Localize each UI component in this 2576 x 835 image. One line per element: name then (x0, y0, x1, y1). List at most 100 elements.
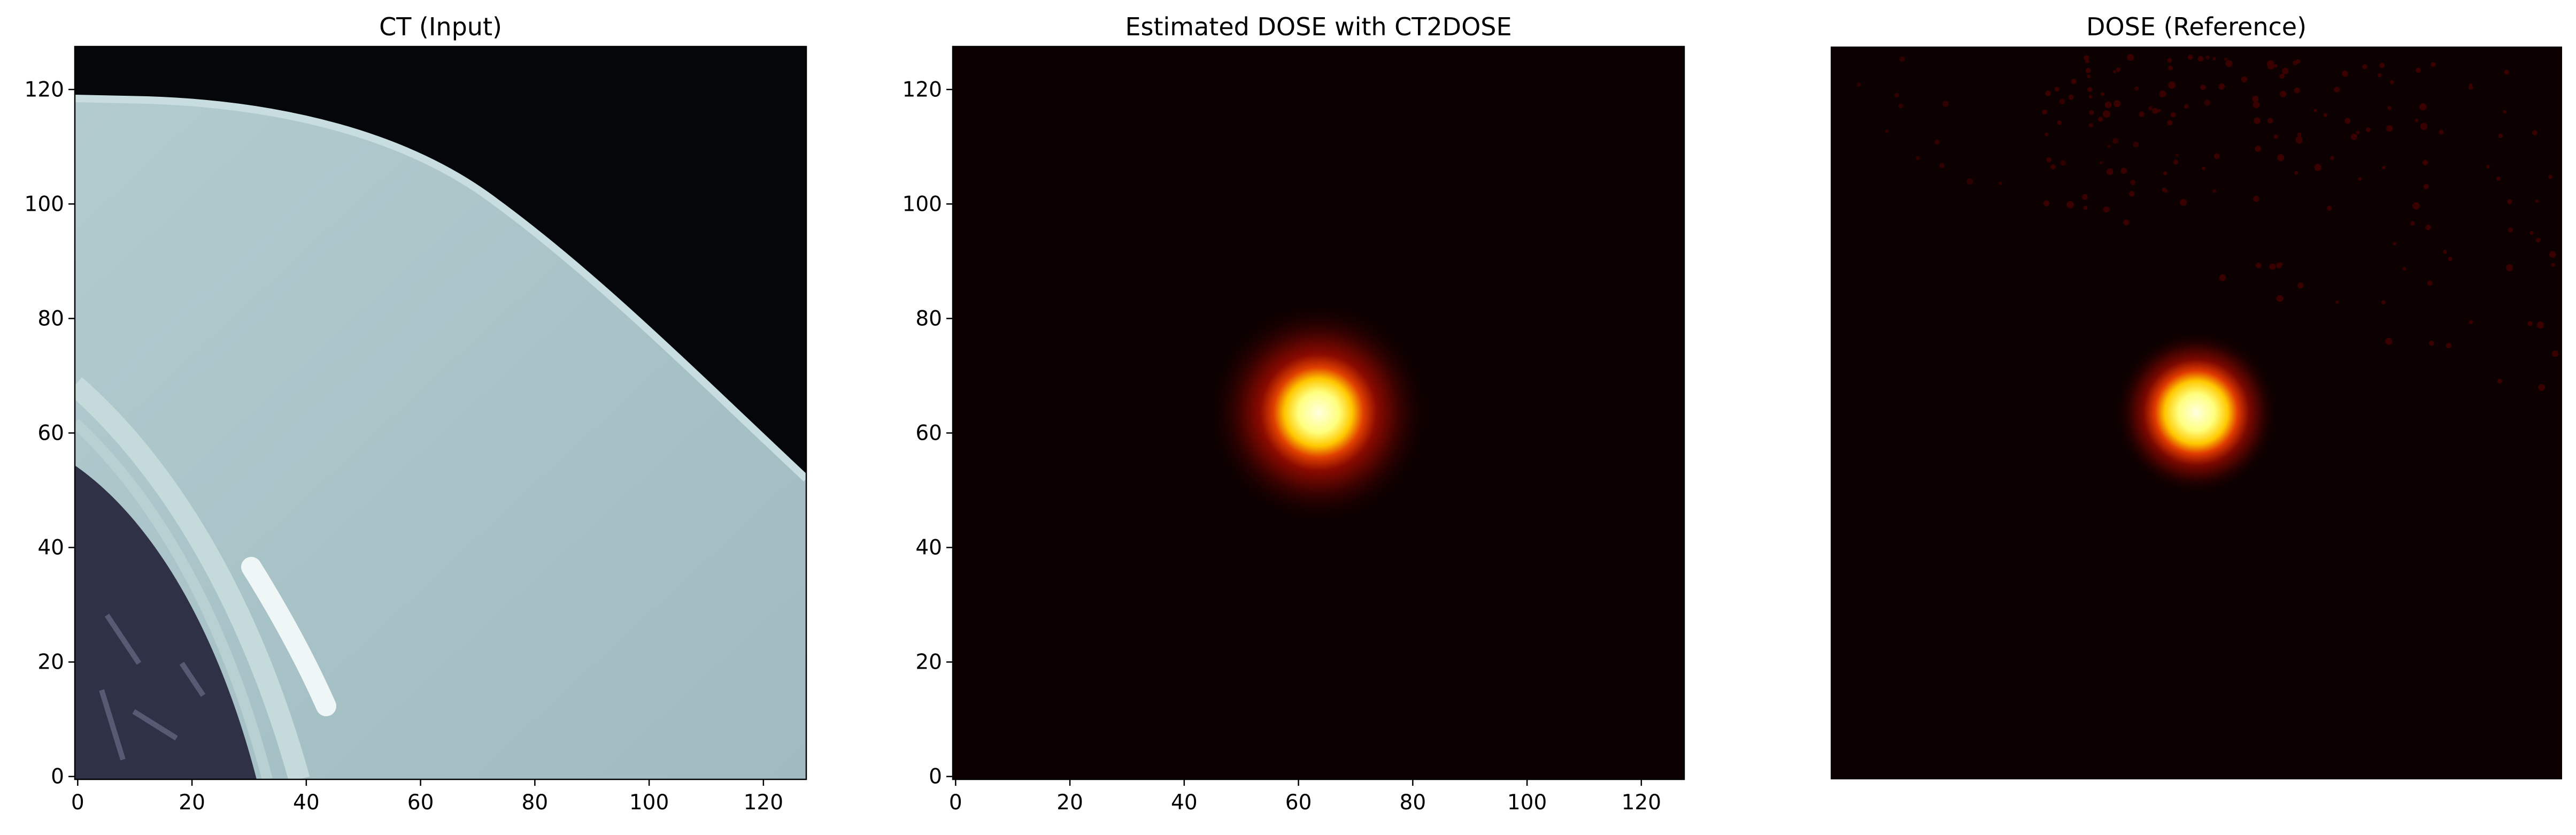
noise-speckle (2112, 138, 2119, 144)
panel-title-estimated: Estimated DOSE with CT2DOSE (1125, 12, 1511, 41)
y-tick-label: 120 (903, 78, 942, 102)
noise-speckle (2443, 249, 2447, 254)
noise-speckle (2113, 70, 2117, 73)
noise-speckle (2212, 57, 2216, 60)
noise-speckle (2350, 133, 2357, 140)
noise-speckle (2157, 109, 2161, 113)
noise-speckle (2297, 282, 2304, 289)
noise-speckle (2120, 167, 2127, 174)
x-tick-label: 100 (629, 791, 669, 815)
noise-speckle (2134, 86, 2139, 91)
noise-speckle (2269, 263, 2276, 270)
y-tick-label: 100 (25, 192, 64, 216)
noise-speckle (2344, 118, 2351, 124)
noise-speckle (2425, 225, 2431, 231)
noise-speckle (2060, 160, 2066, 166)
noise-speckle (2335, 300, 2339, 304)
noise-speckle (2267, 118, 2273, 124)
noise-speckle (2549, 251, 2556, 258)
panel-title-reference: DOSE (Reference) (2086, 12, 2307, 41)
noise-speckle (2200, 85, 2206, 90)
noise-speckle (2163, 171, 2168, 175)
noise-speckle (1966, 178, 1973, 185)
noise-speckle (2197, 56, 2204, 62)
noise-speckle (2313, 109, 2317, 112)
noise-speckle (2151, 108, 2158, 114)
noise-speckle (2042, 109, 2047, 115)
noise-speckle (2084, 55, 2089, 61)
noise-speckle (2162, 187, 2166, 192)
noise-speckle (2252, 95, 2259, 102)
noise-speckle (2100, 92, 2104, 96)
x-tick-label: 0 (949, 791, 962, 815)
noise-speckle (1894, 93, 1899, 98)
noise-speckle (2202, 166, 2205, 171)
y-tick-label: 80 (915, 307, 942, 331)
noise-speckle (2050, 164, 2056, 170)
noise-speckle (2219, 274, 2226, 281)
noise-speckle (1856, 82, 1861, 87)
x-tick-label: 40 (1171, 791, 1198, 815)
noise-speckle (2390, 80, 2394, 85)
x-tick-label: 0 (71, 791, 84, 815)
ct-axis-ticks: 0 20 40 60 80 100 120 0 20 40 60 80 100 120 (25, 78, 784, 815)
noise-speckle (2448, 257, 2452, 262)
noise-speckle (2419, 103, 2427, 111)
y-tick-label: 100 (903, 192, 942, 216)
noise-speckle (2535, 238, 2541, 243)
noise-speckle (2083, 205, 2088, 210)
noise-speckle (2527, 321, 2533, 326)
noise-speckle (2356, 131, 2360, 134)
noise-speckle (2551, 263, 2555, 267)
noise-speckle (2294, 87, 2300, 94)
noise-speckle (2468, 85, 2473, 90)
noise-speckle (2218, 83, 2225, 90)
x-tick-label: 60 (1285, 791, 1312, 815)
x-tick-label: 60 (407, 791, 434, 815)
panel-reference-dose: DOSE (Reference) (1831, 12, 2562, 779)
noise-speckle (2402, 267, 2407, 271)
y-tick-label: 40 (915, 536, 942, 560)
y-tick-label: 60 (37, 421, 64, 445)
noise-speckle (2439, 129, 2444, 135)
noise-speckle (2282, 67, 2289, 75)
x-tick-label: 80 (522, 791, 549, 815)
noise-speckle (2106, 168, 2114, 175)
noise-speckle (2089, 110, 2094, 115)
x-tick-label: 40 (293, 791, 320, 815)
noise-speckle (2241, 76, 2247, 82)
noise-speckle (2167, 58, 2172, 63)
noise-speckle (1934, 139, 1940, 145)
noise-speckle (2088, 123, 2093, 128)
ct-image (75, 47, 806, 779)
noise-speckle (2045, 90, 2051, 96)
y-tick-label: 20 (915, 650, 942, 675)
noise-speckle (2497, 379, 2502, 384)
noise-speckle (2334, 87, 2340, 93)
x-tick-label: 80 (1400, 791, 1426, 815)
noise-speckle (2506, 264, 2513, 272)
noise-speckle (2082, 194, 2088, 200)
noise-speckle (2469, 320, 2473, 325)
noise-speckle (2254, 117, 2261, 124)
x-tick-label: 100 (1507, 791, 1547, 815)
noise-speckle (2054, 87, 2060, 92)
noise-speckle (2276, 295, 2284, 302)
panel-title-ct: CT (Input) (379, 12, 502, 41)
noise-speckles (1856, 53, 2558, 391)
noise-speckle (2114, 100, 2121, 108)
noise-speckle (2427, 280, 2433, 286)
noise-speckle (2266, 60, 2274, 68)
noise-speckle (2253, 101, 2260, 109)
noise-speckle (2273, 134, 2278, 139)
noise-speckle (2410, 221, 2415, 226)
noise-speckle (2212, 189, 2217, 193)
noise-speckle (2293, 60, 2298, 65)
noise-speckle (2224, 57, 2228, 62)
noise-speckle (2416, 67, 2421, 73)
x-tick-label: 20 (1056, 791, 1083, 815)
noise-speckle (2387, 106, 2392, 110)
noise-speckle (2205, 55, 2210, 60)
noise-speckle (2412, 202, 2420, 210)
noise-speckle (2496, 176, 2501, 181)
